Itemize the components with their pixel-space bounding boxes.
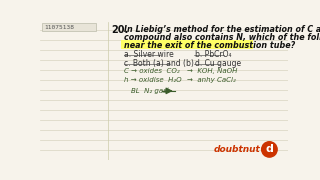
FancyBboxPatch shape	[42, 23, 96, 31]
Text: doubtnut: doubtnut	[213, 145, 260, 154]
Text: d: d	[266, 144, 273, 154]
Text: a. Silver wire: a. Silver wire	[124, 50, 173, 59]
Text: C → oxides  CO₂: C → oxides CO₂	[124, 68, 179, 74]
Text: In Liebig’s method for the estimation of C and H, if the: In Liebig’s method for the estimation of…	[124, 25, 320, 34]
Text: 20.: 20.	[111, 25, 129, 35]
Text: BL  N₂ gas: BL N₂ gas	[132, 88, 167, 94]
FancyBboxPatch shape	[121, 40, 253, 49]
Text: c. Both (a) and (b): c. Both (a) and (b)	[124, 58, 194, 68]
Text: →  KOH, NaOH: → KOH, NaOH	[187, 68, 238, 74]
Text: h → oxidise  H₂O: h → oxidise H₂O	[124, 77, 181, 83]
Text: near the exit of the combustion tube?: near the exit of the combustion tube?	[124, 41, 295, 50]
Text: b. PbCrO₄: b. PbCrO₄	[195, 50, 231, 59]
Text: compound also contains N, which of the following is kept: compound also contains N, which of the f…	[124, 33, 320, 42]
Circle shape	[262, 142, 277, 157]
Text: →  anhy CaCl₂: → anhy CaCl₂	[187, 77, 236, 83]
Text: △: △	[166, 86, 171, 91]
Text: 11075138: 11075138	[44, 25, 74, 30]
Text: d. Cu gauge: d. Cu gauge	[195, 58, 241, 68]
